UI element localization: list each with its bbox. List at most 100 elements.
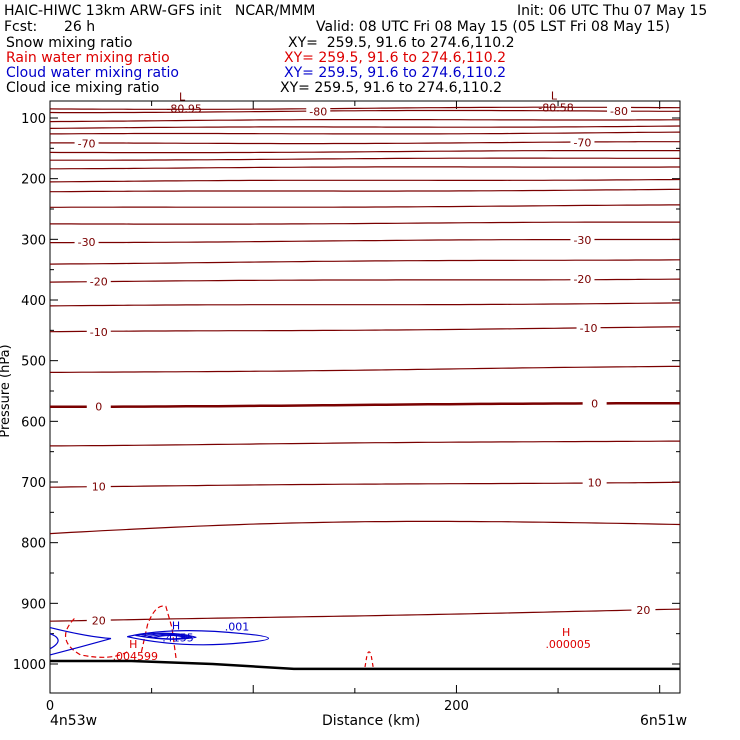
- isotherm-label: -80: [610, 105, 628, 118]
- isotherm-line: [49, 178, 681, 183]
- cloud-water-contour: [153, 634, 187, 640]
- legend-snow-name: Snow mixing ratio: [6, 35, 133, 51]
- isotherm-line: [50, 166, 680, 170]
- isotherm-line: [49, 481, 681, 488]
- legend-cloudwater-name: Cloud water mixing ratio: [6, 65, 179, 81]
- isotherm-line: [50, 204, 680, 208]
- isotherm-label: 20: [92, 615, 106, 628]
- isotherm-label-bg: [74, 235, 99, 249]
- isotherm-label-bg: [570, 135, 595, 149]
- terrain-line: [50, 659, 680, 671]
- isotherm-label-bg: [306, 104, 331, 118]
- cloud-water-contour: [49, 633, 59, 650]
- isotherm-label-bg: [570, 272, 595, 286]
- y-tick-label: 500: [21, 355, 46, 370]
- isotherm-label: -70: [573, 136, 591, 149]
- isotherm-label: -10: [90, 326, 108, 339]
- isotherm-line: [49, 302, 681, 307]
- cloud-water-contour: [49, 627, 112, 656]
- legend-cloudice-name: Cloud ice mixing ratio: [6, 80, 160, 96]
- legend-snow-xy: XY= 259.5, 91.6 to 274.6,110.2: [288, 35, 515, 51]
- cloud-water-contour: [127, 630, 269, 646]
- x-tick-label: 0: [46, 699, 54, 714]
- extremum-marker: H: [562, 626, 570, 639]
- extremum-marker: H: [129, 638, 137, 651]
- extremum-value: .4155: [162, 632, 194, 645]
- isotherm-label-bg: [570, 232, 595, 246]
- isotherm-label-bg: [631, 603, 656, 617]
- legend-rain-xy: XY= 259.5, 91.6 to 274.6,110.2: [284, 50, 507, 66]
- isotherm-label: 0: [95, 400, 102, 413]
- isotherm-label: 10: [588, 477, 602, 490]
- forecast-label: Fcst:: [4, 19, 38, 35]
- y-tick-label: 300: [21, 233, 46, 248]
- forecast-hours: 26 h: [64, 19, 96, 35]
- isotherm-line: [50, 365, 680, 373]
- y-tick-label: 100: [21, 112, 46, 127]
- rain-contour: [364, 651, 374, 668]
- isotherm-line: [49, 259, 681, 265]
- isotherm-label: -20: [573, 273, 591, 286]
- y-tick-label: 800: [21, 537, 46, 552]
- isotherm-line: [50, 188, 681, 193]
- isotherm-line: [50, 131, 681, 135]
- x-endpoint-left: 4n53w: [50, 713, 98, 729]
- isotherm-line: [49, 118, 680, 123]
- isotherm-line: [49, 109, 680, 114]
- isotherm-line: [49, 106, 681, 110]
- model-title: HAIC-HIWC 13km ARW-GFS init NCAR/MMM: [4, 3, 316, 19]
- isotherm-line: [50, 440, 680, 447]
- rain-contour: [140, 605, 177, 659]
- x-tick-label: 200: [444, 699, 469, 714]
- isotherm-line: [50, 401, 680, 409]
- isotherm-label-bg: [86, 613, 111, 627]
- valid-time: Valid: 08 UTC Fri 08 May 15 (05 LST Fri …: [316, 19, 670, 35]
- isotherm-line: [49, 520, 681, 535]
- extremum-value: .000005: [545, 638, 591, 651]
- y-tick-label: 400: [21, 294, 46, 309]
- isotherm-label: -80: [309, 105, 327, 118]
- isotherm-label-bg: [86, 399, 111, 413]
- rain-contour: [65, 618, 128, 658]
- isotherm-label: -30: [78, 236, 96, 249]
- y-tick-label: 200: [21, 173, 46, 188]
- isotherm-label-bg: [576, 321, 601, 335]
- isotherm-line: [50, 221, 680, 225]
- init-time: Init: 06 UTC Thu 07 May 15: [517, 3, 708, 19]
- isotherm-label: -10: [580, 322, 598, 335]
- isotherm-label-bg: [74, 136, 99, 150]
- plot-frame: [49, 100, 681, 694]
- isotherm-label: 20: [636, 604, 650, 617]
- isotherm-line: [49, 326, 681, 333]
- isotherm-label-bg: [582, 475, 607, 489]
- isotherm-label-bg: [86, 479, 111, 493]
- isotherm-label-bg: [86, 324, 111, 338]
- extremum-marker: L: [551, 90, 558, 103]
- isotherm-line: [49, 608, 681, 622]
- y-tick-label: 700: [21, 476, 46, 491]
- legend-rain-name: Rain water mixing ratio: [6, 50, 170, 66]
- isotherm-label: 10: [92, 480, 106, 493]
- extremum-value: .004599: [113, 650, 159, 663]
- isotherm-label: -70: [78, 137, 96, 150]
- isotherm-line: [50, 157, 681, 161]
- extremum-value: -80.58: [538, 102, 573, 115]
- extremum-marker: H: [172, 620, 180, 633]
- isotherm-label: -20: [90, 276, 108, 289]
- extremum-value: -80.95: [166, 103, 201, 116]
- isotherm-line: [49, 150, 680, 154]
- legend-cloudice-xy: XY= 259.5, 91.6 to 274.6,110.2: [280, 80, 503, 96]
- isotherm-line: [49, 125, 681, 129]
- cloud-water-label: .001: [225, 621, 250, 634]
- x-endpoint-right: 6n51w: [640, 713, 688, 729]
- y-tick-label: 900: [21, 597, 46, 612]
- isotherm-label-bg: [86, 274, 111, 288]
- isotherm-label-bg: [607, 103, 632, 117]
- legend-cloudwater-xy: XY= 259.5, 91.6 to 274.6,110.2: [284, 65, 507, 81]
- isotherm-label-bg: [582, 396, 607, 410]
- y-tick-label: 1000: [13, 658, 46, 673]
- x-axis-title: Distance (km): [322, 713, 421, 729]
- y-tick-label: 600: [21, 415, 46, 430]
- extremum-marker: L: [179, 91, 186, 104]
